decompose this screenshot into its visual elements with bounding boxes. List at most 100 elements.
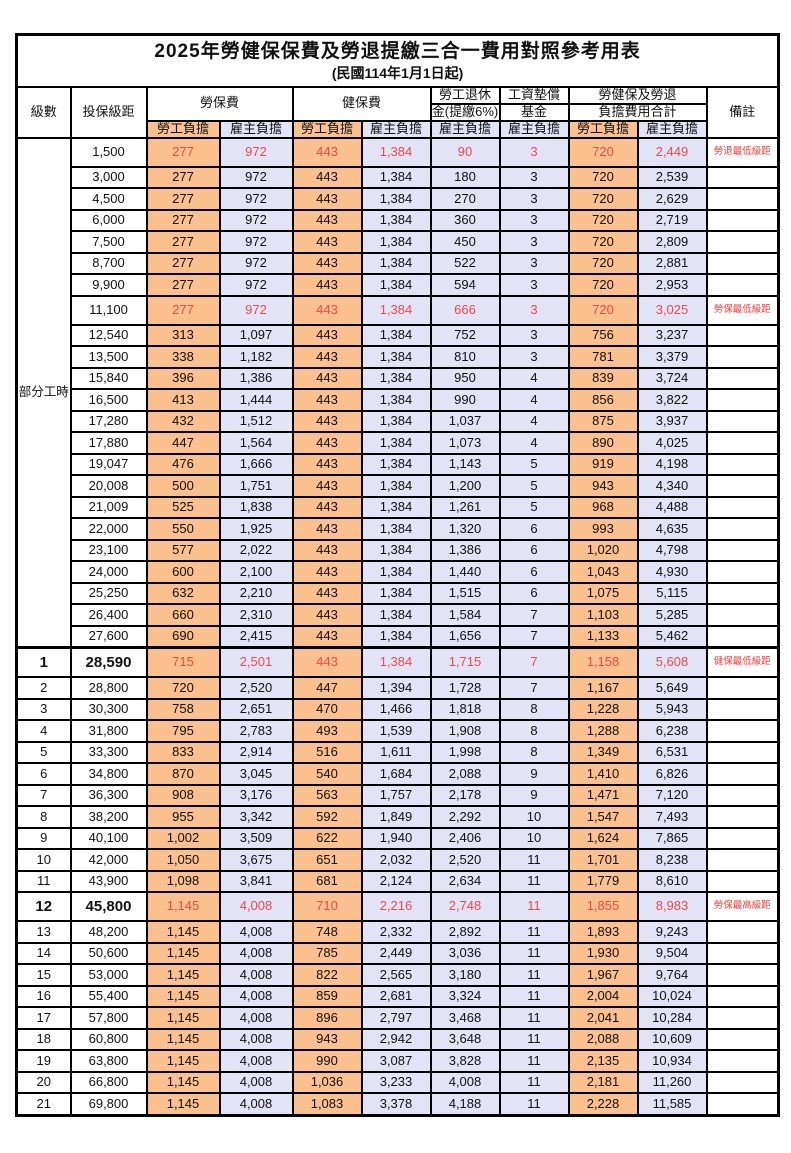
value-cell: 2,004	[567, 984, 639, 1009]
value-cell: 1,384	[360, 517, 432, 541]
table-row: 6 34,800 870 3,045 540 1,684 2,088 9 1,410 6,826	[15, 762, 780, 786]
value-cell: 3,036	[429, 941, 501, 966]
bracket-cell: 38,200	[69, 805, 148, 829]
value-cell: 11	[498, 891, 570, 923]
value-cell: 2,449	[360, 941, 432, 966]
value-cell: 443	[291, 409, 363, 434]
table-row: 7 36,300 908 3,176 563 1,757 2,178 9 1,471 7,120	[15, 783, 780, 808]
value-cell: 1,584	[429, 603, 501, 627]
subheader-total-employer: 雇主負擔	[636, 119, 708, 139]
value-cell: 592	[291, 805, 363, 829]
value-cell: 5,462	[636, 624, 708, 649]
value-cell: 550	[145, 517, 221, 541]
note-cell	[705, 452, 780, 477]
value-cell: 443	[291, 517, 363, 541]
value-cell: 1,684	[360, 762, 432, 786]
value-cell: 1,384	[360, 452, 432, 477]
value-cell: 413	[145, 388, 221, 412]
note-cell: 勞退最低級距	[705, 136, 780, 168]
note-cell	[705, 388, 780, 412]
value-cell: 1,386	[218, 366, 294, 391]
subheader-health-employee: 勞工負擔	[291, 119, 363, 139]
value-cell: 3	[498, 208, 570, 233]
value-cell: 11	[498, 1092, 570, 1117]
value-cell: 990	[291, 1049, 363, 1073]
bracket-cell: 17,880	[69, 431, 148, 455]
table-row: 5 33,300 833 2,914 516 1,611 1,998 8 1,349 6,531	[15, 740, 780, 765]
value-cell: 1,471	[567, 783, 639, 808]
value-cell: 277	[145, 136, 221, 168]
table-row: 1 28,590 715 2,501 443 1,384 1,715 7 1,158 5,608 健…	[15, 646, 780, 679]
bracket-cell: 25,250	[69, 581, 148, 606]
value-cell: 2,719	[636, 208, 708, 233]
value-cell: 720	[567, 294, 639, 326]
bracket-cell: 42,000	[69, 848, 148, 872]
table-row: 3,000 277 972 443 1,384 180 3 720 2,539	[17, 165, 780, 190]
value-cell: 4	[498, 431, 570, 455]
value-cell: 3,509	[218, 826, 294, 851]
value-cell: 1,145	[145, 941, 221, 966]
value-cell: 1,384	[360, 474, 432, 498]
note-cell	[705, 208, 780, 233]
value-cell: 525	[145, 495, 221, 520]
value-cell: 781	[567, 345, 639, 369]
value-cell: 6	[498, 581, 570, 606]
table-title-block: 2025年勞健保保費及勞退提繳三合一費用對照參考用表 (民國114年1月1日起)	[15, 33, 780, 88]
note-cell	[705, 1006, 780, 1030]
table-row: 8,700 277 972 443 1,384 522 3 720 2,881	[17, 251, 780, 276]
value-cell: 2,914	[218, 740, 294, 765]
value-cell: 1,384	[360, 251, 432, 276]
value-cell: 1,779	[567, 869, 639, 894]
value-cell: 950	[429, 366, 501, 391]
value-cell: 1,043	[567, 560, 639, 584]
note-cell	[705, 517, 780, 541]
value-cell: 1,073	[429, 431, 501, 455]
value-cell: 3,025	[636, 294, 708, 326]
value-cell: 4,008	[218, 1070, 294, 1095]
value-cell: 1,818	[429, 697, 501, 722]
value-cell: 2,748	[429, 891, 501, 923]
value-cell: 1,701	[567, 848, 639, 872]
subheader-wage-fund-employer: 雇主負擔	[498, 119, 570, 139]
value-cell: 890	[567, 431, 639, 455]
note-cell	[705, 762, 780, 786]
note-cell	[705, 1049, 780, 1073]
value-cell: 4,008	[218, 941, 294, 966]
value-cell: 7	[498, 646, 570, 679]
bracket-cell: 55,400	[69, 984, 148, 1009]
value-cell: 9	[498, 762, 570, 786]
note-cell	[705, 848, 780, 872]
header-bracket: 投保級距	[69, 86, 148, 139]
value-cell: 3,087	[360, 1049, 432, 1073]
value-cell: 443	[291, 431, 363, 455]
value-cell: 11	[498, 941, 570, 966]
bracket-cell: 7,500	[69, 230, 148, 254]
value-cell: 11	[498, 920, 570, 944]
value-cell: 2,292	[429, 805, 501, 829]
value-cell: 4,008	[218, 891, 294, 923]
value-cell: 3	[498, 165, 570, 190]
table-row: 14 50,600 1,145 4,008 785 2,449 3,036 11 1,930 9,…	[15, 941, 780, 966]
value-cell: 443	[291, 474, 363, 498]
value-cell: 1,547	[567, 805, 639, 829]
value-cell: 90	[429, 136, 501, 168]
value-cell: 2,310	[218, 603, 294, 627]
value-cell: 2,797	[360, 1006, 432, 1030]
level-cell: 17	[15, 1006, 72, 1030]
value-cell: 2,953	[636, 273, 708, 297]
level-cell: 1	[15, 646, 72, 679]
value-cell: 1,384	[360, 581, 432, 606]
header-pension-line2: 金(提繳6%)	[429, 102, 501, 122]
value-cell: 972	[218, 294, 294, 326]
note-cell	[705, 984, 780, 1009]
value-cell: 710	[291, 891, 363, 923]
table-row: 3 30,300 758 2,651 470 1,466 1,818 8 1,228 5,943	[15, 697, 780, 722]
bracket-cell: 11,100	[69, 294, 148, 326]
value-cell: 2,406	[429, 826, 501, 851]
value-cell: 752	[429, 323, 501, 348]
header-total-line1: 勞健保及勞退	[567, 86, 708, 105]
value-cell: 8	[498, 719, 570, 743]
value-cell: 180	[429, 165, 501, 190]
note-cell	[705, 697, 780, 722]
bracket-cell: 36,300	[69, 783, 148, 808]
